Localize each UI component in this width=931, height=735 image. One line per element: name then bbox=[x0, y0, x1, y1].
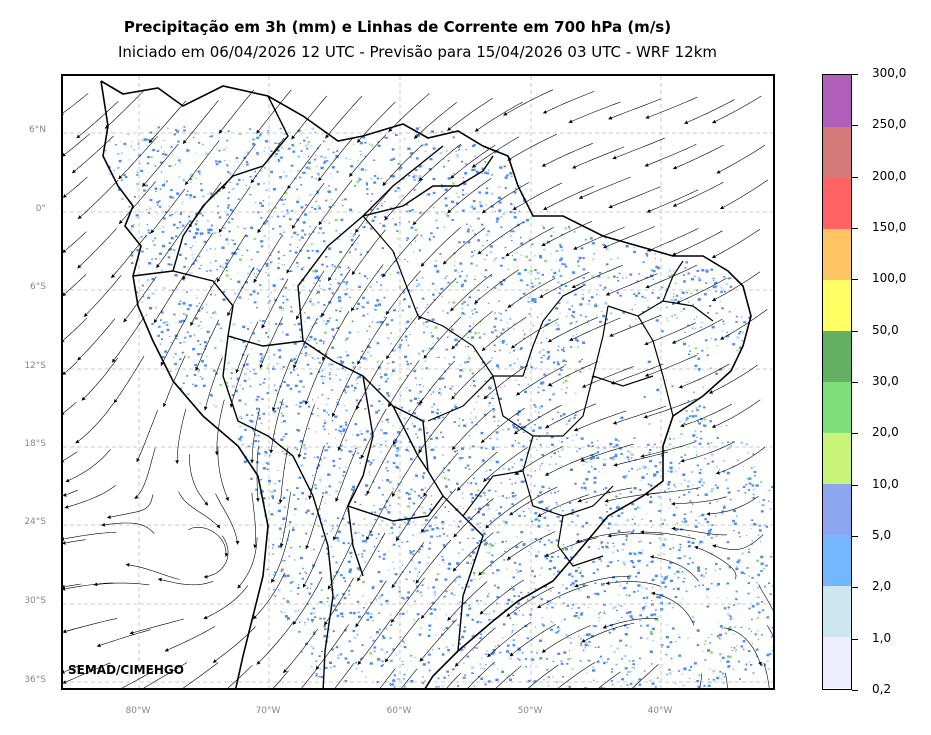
precipitation-layer bbox=[105, 126, 773, 688]
colorbar-tick-label: 30,0 bbox=[872, 374, 899, 388]
colorbar-tick-label: 5,0 bbox=[872, 528, 892, 542]
colorbar-tick-label: 200,0 bbox=[872, 168, 907, 183]
colorbar-tick bbox=[852, 176, 858, 178]
coastline bbox=[100, 80, 752, 688]
political-borders bbox=[100, 80, 752, 688]
colorbar-tick bbox=[852, 587, 858, 589]
colorbar-segment bbox=[823, 330, 851, 382]
colorbar-tick bbox=[852, 690, 858, 691]
colorbar-segment bbox=[823, 636, 851, 689]
colorbar-tick-label: 250,0 bbox=[872, 117, 907, 132]
colorbar-tick bbox=[852, 433, 858, 435]
colorbar-segment bbox=[823, 75, 851, 127]
lat-label-0: 0° bbox=[35, 204, 46, 214]
gridlines bbox=[63, 76, 773, 688]
colorbar-segment bbox=[823, 432, 851, 485]
lon-label-60w: 60°W bbox=[386, 706, 412, 716]
map-panel bbox=[61, 74, 775, 690]
colorbar-tick bbox=[852, 382, 858, 383]
colorbar-tick bbox=[852, 125, 858, 127]
colorbar-segment bbox=[823, 381, 851, 434]
state-borders bbox=[362, 215, 714, 567]
chart-subtitle: Iniciado em 06/04/2026 12 UTC - Previsão… bbox=[117, 43, 718, 61]
streamlines-layer bbox=[63, 89, 773, 688]
colorbar-segment bbox=[823, 228, 851, 280]
colorbar-segment bbox=[823, 126, 851, 178]
lon-label-70w: 70°W bbox=[255, 706, 281, 716]
lat-label-6s: 6°S bbox=[30, 282, 46, 292]
colorbar-tick-label: 20,0 bbox=[872, 425, 899, 440]
colorbar-tick-label: 10,0 bbox=[872, 476, 899, 491]
credit-label: SEMAD/CIMEHGO bbox=[68, 663, 184, 677]
lat-label-6n: 6°N bbox=[29, 125, 46, 135]
colorbar-tick bbox=[852, 536, 858, 537]
lon-label-80w: 80°W bbox=[125, 706, 151, 716]
colorbar-tick bbox=[852, 484, 858, 486]
map-canvas bbox=[63, 76, 773, 688]
colorbar-tick bbox=[852, 228, 858, 229]
colorbar-tick-label: 1,0 bbox=[872, 630, 892, 645]
lat-label-24s: 24°S bbox=[24, 517, 46, 527]
colorbar-segment bbox=[823, 483, 851, 536]
colorbar-tick-label: 100,0 bbox=[872, 271, 907, 286]
lat-label-36s: 36°S bbox=[24, 675, 46, 685]
colorbar-tick-label: 150,0 bbox=[872, 220, 907, 234]
colorbar bbox=[822, 74, 852, 690]
colorbar-tick bbox=[852, 279, 858, 281]
colorbar-segment bbox=[823, 279, 851, 331]
chart-title: Precipitação em 3h (mm) e Linhas de Corr… bbox=[123, 18, 672, 36]
colorbar-segment bbox=[823, 177, 851, 229]
colorbar-tick-label: 300,0 bbox=[872, 66, 907, 80]
colorbar-tick-label: 50,0 bbox=[872, 322, 899, 337]
colorbar-tick bbox=[852, 330, 858, 332]
lon-label-40w: 40°W bbox=[647, 706, 673, 716]
colorbar-segment bbox=[823, 585, 851, 638]
lon-label-50w: 50°W bbox=[517, 706, 543, 716]
colorbar-tick bbox=[852, 638, 858, 640]
colorbar-segment bbox=[823, 534, 851, 587]
lat-label-30s: 30°S bbox=[24, 596, 46, 606]
lat-label-18s: 18°S bbox=[24, 439, 46, 449]
colorbar-tick-label: 0,2 bbox=[872, 682, 892, 696]
colorbar-tick-label: 2,0 bbox=[872, 579, 892, 594]
colorbar-tick bbox=[852, 74, 858, 75]
lat-label-12s: 12°S bbox=[24, 361, 46, 371]
